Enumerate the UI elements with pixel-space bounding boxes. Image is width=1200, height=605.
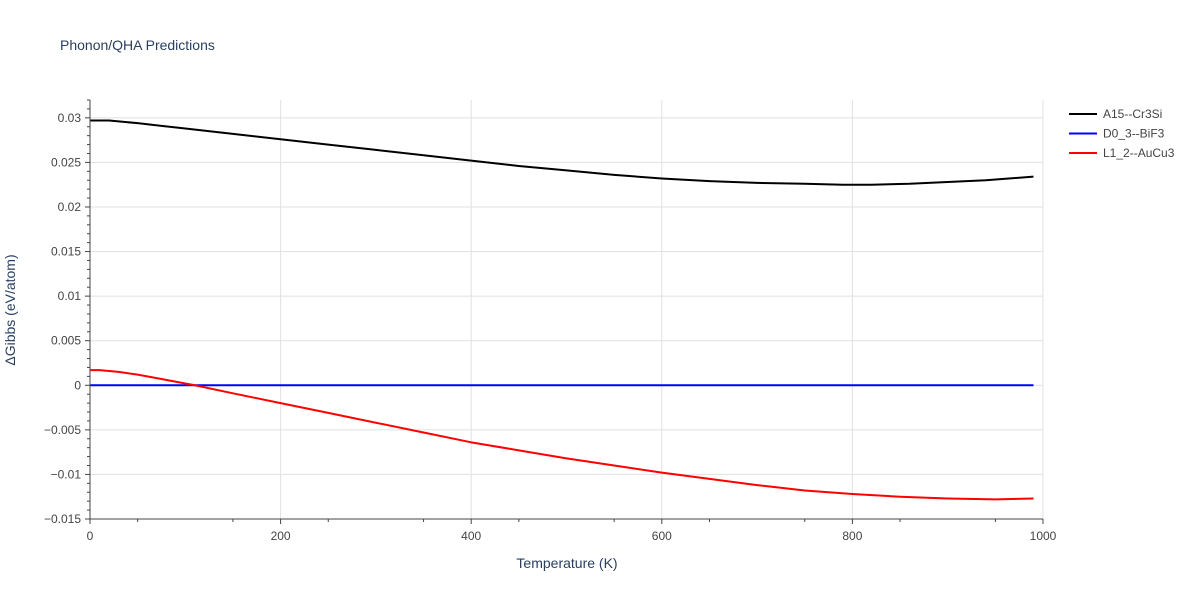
axis-layer: 0 200 400 600 800 1000 −0.015 −0.01 −0.005 0 0.005… — [44, 99, 1057, 543]
y-tick-label: 0.01 — [58, 289, 82, 303]
chart-title: Phonon/QHA Predictions — [60, 37, 215, 53]
legend-label: D0_3--BiF3 — [1103, 127, 1165, 141]
legend-item[interactable]: L1_2--AuCu3 — [1069, 146, 1175, 160]
legend-label: A15--Cr3Si — [1103, 107, 1162, 121]
grid-layer — [90, 100, 1044, 520]
x-tick-label: 0 — [87, 529, 94, 543]
legend[interactable]: A15--Cr3Si D0_3--BiF3 L1_2--AuCu3 — [1069, 107, 1175, 160]
y-tick-label: 0.005 — [51, 334, 81, 348]
legend-label: L1_2--AuCu3 — [1103, 146, 1175, 160]
x-tick-label: 400 — [461, 529, 481, 543]
series-line — [90, 369, 1034, 501]
legend-item[interactable]: D0_3--BiF3 — [1069, 127, 1165, 141]
x-tick-label: 200 — [271, 529, 291, 543]
y-tick-label: −0.015 — [44, 512, 81, 526]
y-tick-label: 0.02 — [58, 200, 82, 214]
y-tick-label: 0.025 — [51, 155, 81, 169]
series-line — [90, 119, 1034, 186]
y-tick-label: 0.015 — [51, 245, 81, 259]
x-tick-label: 800 — [842, 529, 862, 543]
y-axis-title: ΔGibbs (eV/atom) — [2, 254, 18, 365]
x-tick-label: 600 — [652, 529, 672, 543]
x-axis-title: Temperature (K) — [516, 555, 617, 571]
y-tick-label: 0 — [74, 378, 81, 392]
series-layer — [90, 119, 1034, 501]
legend-item[interactable]: A15--Cr3Si — [1069, 107, 1162, 121]
y-tick-label: −0.005 — [44, 423, 81, 437]
x-tick-label: 1000 — [1030, 529, 1057, 543]
y-tick-label: 0.03 — [58, 111, 82, 125]
y-tick-label: −0.01 — [51, 467, 82, 481]
